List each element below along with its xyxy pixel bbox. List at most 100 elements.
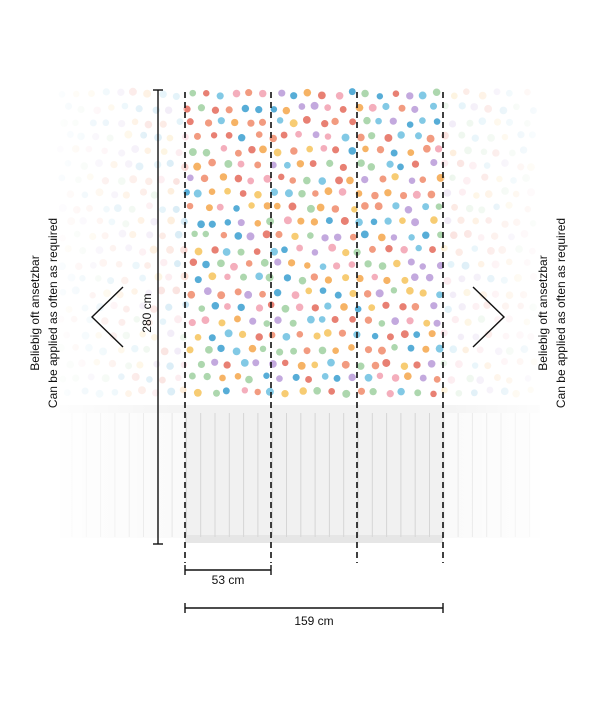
dot <box>328 243 337 252</box>
dot <box>211 302 220 310</box>
dot <box>273 202 281 210</box>
dot <box>216 92 224 100</box>
dot <box>400 246 408 254</box>
dot <box>364 373 373 382</box>
dot <box>370 218 378 226</box>
dot <box>241 387 249 394</box>
dot <box>193 132 201 140</box>
dot <box>270 106 278 113</box>
dot <box>245 260 253 267</box>
dot <box>237 248 245 256</box>
dot <box>282 106 291 115</box>
dot <box>324 302 332 310</box>
dot <box>186 118 194 126</box>
dot <box>419 117 426 124</box>
dot <box>291 232 299 241</box>
dot <box>234 373 242 380</box>
dot <box>377 346 386 355</box>
dot <box>204 119 213 127</box>
dot <box>383 276 391 285</box>
dot <box>331 205 340 213</box>
dot <box>210 132 218 139</box>
dot <box>342 274 350 282</box>
dot <box>375 289 384 298</box>
dot <box>356 274 364 283</box>
dot <box>335 92 344 100</box>
dot <box>334 291 342 299</box>
dot <box>270 188 279 196</box>
dot <box>410 273 419 281</box>
dot <box>376 372 384 380</box>
dot <box>318 177 327 185</box>
dot <box>218 319 226 327</box>
dot <box>437 231 444 239</box>
dot <box>413 361 421 369</box>
dot <box>432 88 441 97</box>
dot <box>280 131 288 139</box>
dot <box>310 218 319 226</box>
dot <box>197 360 206 369</box>
dot <box>312 131 320 139</box>
dot <box>406 317 414 325</box>
dot <box>202 148 211 157</box>
dot <box>234 149 242 157</box>
dot <box>429 102 438 110</box>
dot <box>333 233 342 242</box>
dot <box>202 260 210 269</box>
dot <box>281 246 288 254</box>
dot <box>354 305 362 313</box>
dot <box>219 374 226 382</box>
dot <box>298 103 306 110</box>
dot <box>225 106 233 114</box>
dot <box>278 173 285 181</box>
dot <box>263 320 271 327</box>
dot <box>371 191 379 200</box>
dot <box>253 248 261 255</box>
dot <box>407 344 415 352</box>
dot <box>237 219 245 227</box>
dot <box>259 290 266 298</box>
dot <box>422 345 430 353</box>
dot <box>339 163 347 172</box>
total-width-dimension: 159 cm <box>184 603 444 628</box>
dot <box>290 147 298 155</box>
dot <box>433 319 441 327</box>
dot <box>386 160 394 168</box>
dot <box>240 273 248 281</box>
dot <box>324 104 332 111</box>
dot <box>311 361 319 369</box>
dot <box>391 317 400 325</box>
dot <box>310 101 319 110</box>
dot <box>316 203 325 212</box>
dot <box>399 303 407 311</box>
dot <box>310 273 319 281</box>
dot <box>233 205 240 212</box>
dot <box>384 133 393 142</box>
dot <box>262 230 271 239</box>
dot <box>266 217 275 226</box>
dot <box>194 334 202 341</box>
dot <box>400 330 409 339</box>
dot <box>254 388 261 396</box>
dot <box>275 230 283 238</box>
dot <box>332 347 339 355</box>
dot <box>435 203 443 210</box>
dot <box>419 374 427 382</box>
dot <box>419 263 426 270</box>
dot <box>376 93 384 100</box>
panel-width-dimension: 53 cm <box>184 565 272 587</box>
dot <box>332 146 340 154</box>
dot <box>287 259 296 267</box>
dot <box>305 376 313 383</box>
dot <box>404 206 413 214</box>
dot <box>317 91 326 100</box>
fade-left <box>40 85 185 545</box>
dot <box>324 133 332 140</box>
dot <box>259 345 267 353</box>
dot <box>392 202 400 210</box>
dot <box>390 149 398 157</box>
dot <box>254 190 262 199</box>
dot <box>289 177 297 184</box>
dot <box>429 246 436 253</box>
